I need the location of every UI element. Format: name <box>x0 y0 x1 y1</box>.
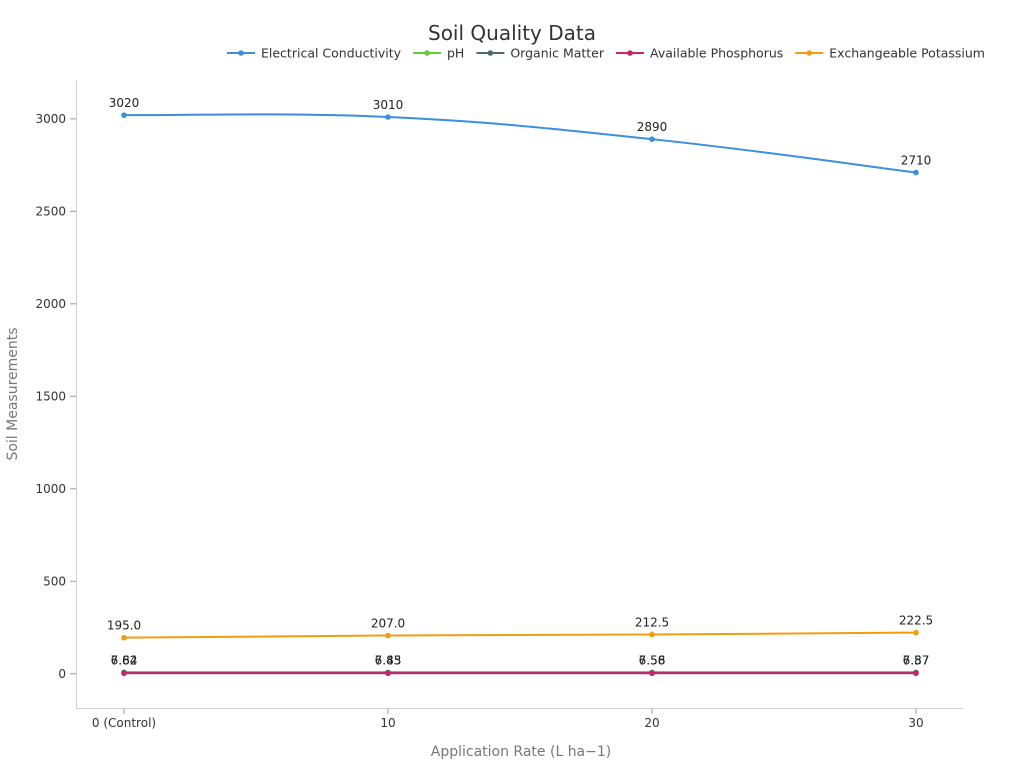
data-labels-layer: 3020 3010 2890 2710 7.84 7.45 7.56 7.57 6.62 6.83… <box>107 96 933 667</box>
data-point-electrical-conductivity <box>913 169 919 176</box>
data-point-available-phosphorus <box>385 670 391 677</box>
data-point-electrical-conductivity <box>649 136 655 142</box>
y-tick-label: 500 <box>43 574 66 588</box>
data-point-exchangeable-potassium <box>913 629 919 636</box>
legend-swatch-marker <box>627 50 633 56</box>
data-label-ph: 7.84 <box>111 653 138 667</box>
chart-title: Soil Quality Data <box>428 21 596 45</box>
y-tick-label: 0 <box>58 667 66 681</box>
legend-item-ph: pH <box>413 46 464 61</box>
y-axis-title: Soil Measurements <box>5 327 21 460</box>
legend-label: pH <box>447 46 464 61</box>
legend-item-exchangeable-potassium: Exchangeable Potassium <box>795 46 985 61</box>
legend-swatch-marker <box>238 50 244 56</box>
data-label-organic-matter: 6.58 <box>639 654 666 668</box>
data-point-available-phosphorus <box>913 670 919 677</box>
legend-item-available-phosphorus: Available Phosphorus <box>616 46 783 61</box>
data-point-electrical-conductivity <box>121 112 127 118</box>
legend-swatch-marker <box>424 50 430 56</box>
data-label-organic-matter: 6.62 <box>111 654 138 668</box>
y-tick-label: 3000 <box>35 112 66 126</box>
legend-swatch-marker <box>806 50 813 56</box>
y-tick-label: 1500 <box>35 389 66 403</box>
x-axis-ticks: 0 (Control) 10 20 30 <box>92 709 924 730</box>
legend-label: Exchangeable Potassium <box>829 46 985 61</box>
data-point-electrical-conductivity <box>385 114 391 120</box>
data-label-exchangeable-potassium: 212.5 <box>635 615 669 629</box>
y-tick-label: 1000 <box>35 482 66 496</box>
data-label-organic-matter: 6.87 <box>903 654 930 668</box>
data-label-ph: 7.57 <box>903 653 930 667</box>
legend-item-electrical-conductivity: Electrical Conductivity <box>227 46 402 61</box>
data-point-exchangeable-potassium <box>649 631 655 638</box>
data-point-available-phosphorus <box>649 670 655 677</box>
data-label-exchangeable-potassium: 207.0 <box>371 616 405 630</box>
series-line-electrical-conductivity <box>123 113 917 174</box>
legend-label: Organic Matter <box>510 46 605 61</box>
legend-label: Electrical Conductivity <box>261 46 402 61</box>
x-axis-title: Application Rate (L ha−1) <box>431 744 612 760</box>
data-label-organic-matter: 6.83 <box>375 654 402 668</box>
data-label-exchangeable-potassium: 222.5 <box>899 614 933 628</box>
series-layer <box>121 112 919 677</box>
legend-swatch-marker <box>487 50 494 56</box>
legend: Electrical Conductivity pH Organic Matter A… <box>227 46 985 61</box>
data-point-available-phosphorus <box>121 670 127 677</box>
data-label-electrical-conductivity: 2890 <box>637 120 668 134</box>
data-label-ph: 7.45 <box>375 653 402 667</box>
y-tick-label: 2500 <box>35 204 66 218</box>
y-axis-ticks: 0 500 1000 1500 2000 2500 3000 <box>35 112 76 681</box>
series-line-exchangeable-potassium <box>123 631 917 639</box>
x-tick-label: 20 <box>644 716 659 730</box>
data-label-electrical-conductivity: 3010 <box>373 98 404 112</box>
x-tick-label: 0 (Control) <box>92 716 156 730</box>
data-label-electrical-conductivity: 2710 <box>901 153 932 167</box>
legend-item-organic-matter: Organic Matter <box>476 46 605 61</box>
y-tick-label: 2000 <box>35 297 66 311</box>
legend-label: Available Phosphorus <box>650 46 783 61</box>
x-tick-label: 30 <box>908 716 923 730</box>
data-label-exchangeable-potassium: 195.0 <box>107 619 141 633</box>
data-point-exchangeable-potassium <box>385 632 391 639</box>
data-point-exchangeable-potassium <box>121 634 127 641</box>
data-label-electrical-conductivity: 3020 <box>109 96 140 110</box>
x-tick-label: 10 <box>380 716 395 730</box>
data-label-ph: 7.56 <box>639 653 666 667</box>
